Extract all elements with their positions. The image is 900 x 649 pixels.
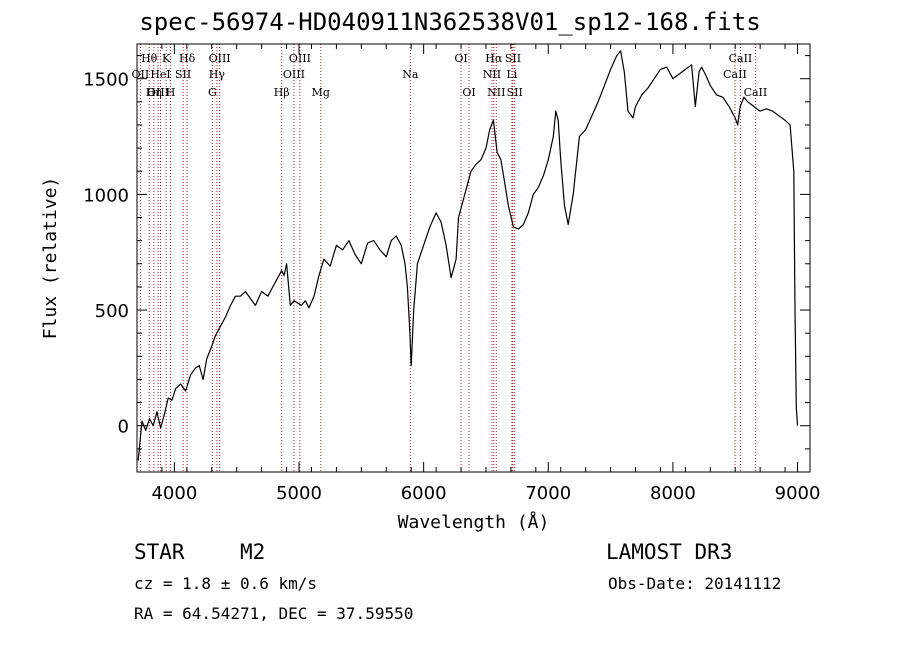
- y-tick-label: 0: [118, 417, 129, 438]
- object-class: STAR: [134, 540, 185, 564]
- object-subclass: M2: [240, 540, 266, 564]
- spectral-line-label: SII: [175, 68, 191, 81]
- spectral-line-label: Li: [506, 68, 517, 81]
- x-tick-label: 8000: [650, 483, 696, 504]
- spectral-line-markers: [139, 44, 756, 472]
- spectral-line-label: Hα: [485, 52, 503, 65]
- spectral-line-label: OIII: [147, 86, 169, 99]
- observation-date: Obs-Date: 20141112: [608, 574, 782, 593]
- spectral-line-label: Hβ: [274, 86, 290, 99]
- y-axis-label: Flux (relative): [40, 177, 61, 340]
- spectral-line-label: OII: [132, 68, 150, 81]
- x-tick-label: 9000: [775, 483, 821, 504]
- chart-title: spec-56974-HD040911N362538V01_sp12-168.f…: [139, 8, 761, 36]
- spectral-line-label: NII: [487, 86, 505, 99]
- spectrum-line: [137, 50, 799, 461]
- spectral-line-label: Mg: [312, 86, 330, 99]
- spectrum-series: [137, 50, 799, 461]
- plot-frame: [136, 43, 811, 473]
- spectral-line-label: K: [162, 52, 171, 65]
- spectral-line-label: Na: [402, 68, 419, 81]
- y-tick-label: 1500: [83, 70, 129, 91]
- redshift-value: cz = 1.8 ± 0.6 km/s: [134, 574, 318, 593]
- x-tick-label: 4000: [151, 483, 197, 504]
- axis-ticks: 4000 5000 6000 7000 8000 9000 0 500 1000 1500: [83, 44, 820, 504]
- spectral-line-label: Hδ: [179, 52, 196, 65]
- y-tick-label: 1000: [83, 185, 129, 206]
- spectral-line-label: OIII: [289, 52, 311, 65]
- spectral-line-label: Hθ: [141, 52, 158, 65]
- x-tick-label: 7000: [525, 483, 571, 504]
- spectral-line-label: SII: [507, 86, 523, 99]
- spectral-line-label: OIII: [209, 52, 231, 65]
- spectral-line-label: CaII: [744, 86, 768, 99]
- spectral-line-label: G: [208, 86, 217, 99]
- spectral-line-label: H: [166, 86, 176, 99]
- spectral-line-label: OIII: [283, 68, 305, 81]
- spectral-line-label: Hη: [146, 86, 162, 99]
- x-tick-label: 6000: [401, 483, 447, 504]
- coordinates: RA = 64.54271, DEC = 37.59550: [134, 604, 414, 623]
- x-tick-label: 5000: [276, 483, 322, 504]
- spectral-line-label: OI: [462, 86, 475, 99]
- spectral-line-label: HeI: [150, 68, 170, 81]
- spectral-line-label: CaII: [723, 68, 747, 81]
- spectral-line-label: CaII: [729, 52, 753, 65]
- spectral-line-label: Hγ: [209, 68, 226, 81]
- y-tick-label: 500: [95, 301, 129, 322]
- spectral-line-label: NII: [483, 68, 501, 81]
- spectral-line-label: OI: [454, 52, 467, 65]
- survey-name: LAMOST DR3: [606, 540, 733, 564]
- spectral-line-label: SII: [505, 52, 521, 65]
- x-axis-label: Wavelength (Å): [398, 511, 550, 533]
